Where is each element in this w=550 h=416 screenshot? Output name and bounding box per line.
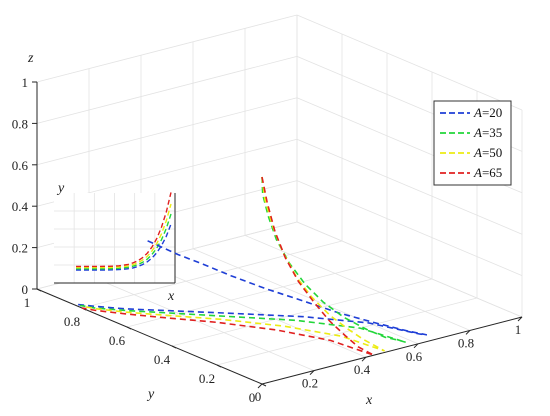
side-wall-grid-line (296, 14, 523, 111)
side-wall-grid-line (296, 180, 523, 276)
x-tick-label: 0 (255, 389, 262, 404)
tick-labels: 00.20.40.60.8100.20.40.60.8100.20.40.60.… (12, 75, 522, 405)
back-wall-grid-line (36, 56, 298, 124)
x-tick-mark (465, 330, 471, 335)
legend-label: A=35 (473, 125, 502, 140)
inset-series-line (76, 192, 172, 268)
x-tick-mark (517, 316, 523, 322)
y-tick-mark (171, 345, 177, 349)
x-tick-label: 0.4 (354, 362, 371, 377)
floor-grid-line (192, 248, 419, 345)
x-tick-mark (361, 356, 367, 362)
z-tick-label: 0.8 (12, 116, 28, 131)
y-axis-label: y (146, 387, 155, 402)
back-wall-grid-line (36, 14, 298, 83)
floor-grid-line (216, 297, 478, 366)
side-wall-grid-line (296, 138, 523, 235)
grid-lines (36, 14, 523, 385)
x-tick-label: 1 (515, 322, 522, 337)
z-tick-label: 0.2 (12, 241, 28, 256)
legend-box (433, 100, 512, 186)
y-tick-label: 0.6 (109, 333, 126, 348)
x-tick-label: 0.8 (458, 335, 474, 350)
legend: A=20 A=35 A=50 A=65 (433, 100, 512, 186)
y-tick-label: 0.4 (154, 352, 171, 367)
floor-grid-line (88, 275, 315, 371)
legend-label: A=20 (473, 105, 502, 120)
z-tick-label: 1 (22, 75, 29, 90)
x-axis-line (261, 316, 523, 385)
z-tick-label: 0.4 (12, 199, 29, 214)
x-tick-mark (413, 343, 419, 349)
back-wall-grid-line (36, 97, 298, 166)
inset-x-label: x (167, 289, 175, 304)
series-lines (77, 176, 428, 356)
y-tick-label: 0.8 (64, 314, 80, 329)
z-axis-label: z (27, 51, 34, 66)
y-tick-label: 0 (249, 390, 256, 405)
x-tick-mark (257, 383, 263, 389)
z-tick-label: 0.6 (12, 158, 29, 173)
inset-series-line (76, 223, 172, 271)
y-tick-label: 1 (24, 295, 31, 310)
series-line-35 (79, 176, 407, 344)
floor-grid-line (244, 235, 471, 331)
y-axis-line (36, 288, 263, 385)
floor-grid-line (140, 261, 367, 358)
y-tick-mark (261, 383, 267, 387)
z-tick-label: 0 (22, 282, 29, 297)
x-tick-mark (309, 370, 315, 375)
legend-label: A=50 (473, 145, 502, 160)
floor-grid-line (296, 221, 523, 318)
x-axis-label: x (365, 393, 373, 408)
y-tick-mark (126, 326, 132, 330)
y-tick-mark (216, 364, 222, 368)
inset-y-label: y (56, 181, 65, 196)
floor-grid-line (171, 278, 433, 347)
x-tick-label: 0.6 (406, 349, 423, 364)
x-tick-label: 0.2 (302, 376, 318, 391)
axis-lines (32, 81, 523, 389)
inset-xy-projection (54, 192, 176, 284)
legend-label: A=65 (473, 165, 502, 180)
y-tick-mark (36, 288, 42, 292)
series-line-20 (77, 240, 428, 336)
y-tick-label: 0.2 (199, 371, 215, 386)
floor-grid-line (81, 240, 343, 309)
